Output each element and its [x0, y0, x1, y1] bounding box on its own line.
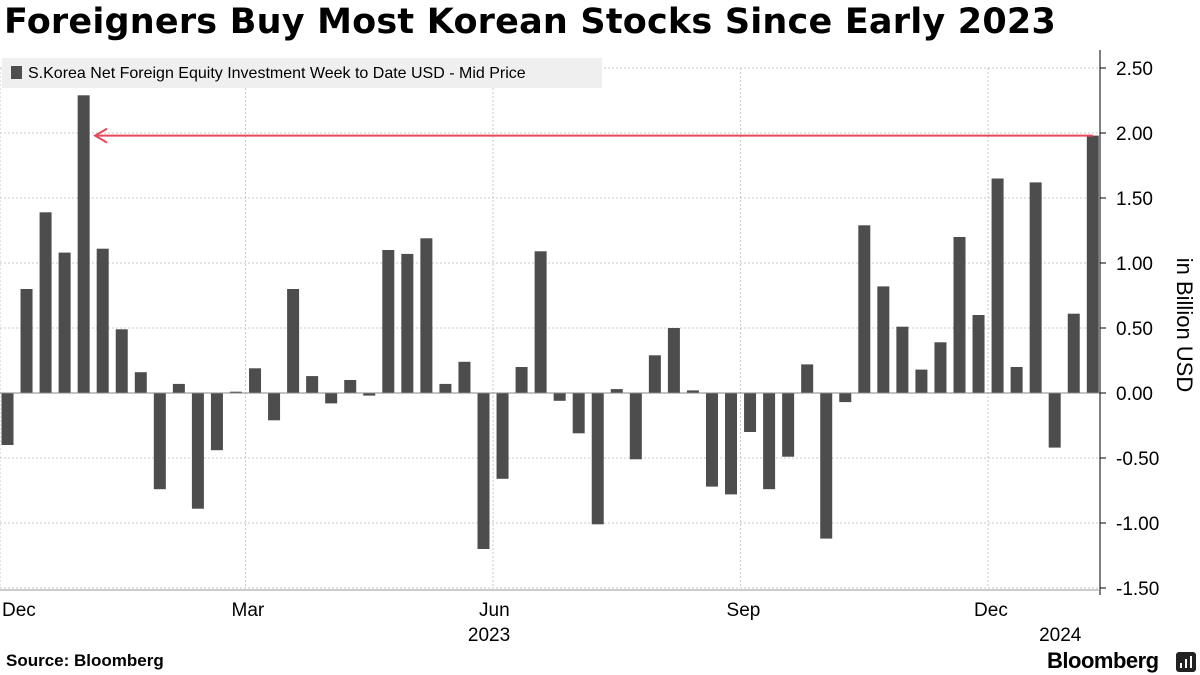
bar [725, 393, 738, 495]
bar [686, 390, 699, 393]
x-month-label: Dec [974, 600, 1008, 621]
bar [439, 383, 452, 393]
y-tick-label: -1.50 [1116, 579, 1159, 600]
bar [648, 355, 661, 393]
bar [801, 364, 814, 393]
legend-swatch [11, 66, 22, 79]
bar [153, 393, 166, 490]
source-note: Source: Bloomberg [6, 651, 164, 670]
y-axis-label: in Billion USD [1172, 258, 1197, 393]
bar [934, 342, 947, 393]
bar [1067, 313, 1080, 393]
bar [515, 367, 528, 393]
x-month-label: Jun [479, 600, 510, 621]
bar [39, 212, 52, 393]
bar [896, 326, 909, 393]
bar [344, 380, 357, 393]
bar [172, 383, 185, 393]
bar [1, 393, 14, 445]
bar [325, 393, 338, 404]
bar [858, 225, 871, 393]
bar [782, 393, 795, 457]
bar [306, 376, 319, 393]
bar [401, 253, 414, 393]
bar [477, 393, 490, 549]
x-month-label: Dec [2, 600, 36, 621]
bar [1086, 135, 1099, 393]
bar [763, 393, 776, 490]
y-tick-label: 0.50 [1116, 319, 1153, 340]
bar [610, 389, 623, 393]
y-tick-label: 1.00 [1116, 254, 1153, 275]
bar [915, 369, 928, 393]
y-tick-label: 0.00 [1116, 384, 1153, 405]
y-tick-label: 2.50 [1116, 59, 1153, 80]
bar [382, 250, 395, 393]
legend-label: S.Korea Net Foreign Equity Investment We… [28, 65, 526, 82]
bar [249, 368, 262, 393]
x-year-label: 2024 [1039, 625, 1082, 646]
bar [839, 393, 852, 403]
bloomberg-chart-icon [1176, 652, 1196, 672]
bar [58, 252, 71, 393]
y-tick-label: -0.50 [1116, 449, 1159, 470]
bar [534, 251, 547, 393]
chart-title: Foreigners Buy Most Korean Stocks Since … [4, 2, 1057, 42]
bar [77, 95, 90, 394]
bar [953, 237, 966, 393]
bar [229, 391, 242, 393]
x-month-label: Sep [727, 600, 761, 621]
x-year-label: 2023 [468, 625, 510, 646]
bar [134, 372, 147, 393]
x-month-label: Mar [232, 600, 265, 621]
y-tick-label: -1.00 [1116, 514, 1159, 535]
y-tick-label: 2.00 [1116, 124, 1153, 145]
bar [1010, 367, 1023, 393]
bar [210, 393, 223, 451]
bar [744, 393, 757, 432]
bar [877, 286, 890, 393]
bar [667, 328, 680, 393]
bar [1029, 182, 1042, 393]
bar [496, 393, 509, 479]
annotation-arrow-head [93, 127, 108, 144]
bar [705, 393, 718, 487]
bar [115, 329, 128, 393]
bloomberg-logo: Bloomberg [1047, 648, 1159, 673]
bar [363, 393, 376, 396]
bar [629, 393, 642, 460]
legend-background [2, 58, 602, 88]
bar [20, 289, 33, 393]
bar [991, 178, 1004, 393]
bar [972, 315, 985, 393]
bar [458, 361, 471, 393]
bar [591, 393, 604, 525]
y-tick-label: 1.50 [1116, 189, 1153, 210]
bar [96, 248, 109, 393]
bar [191, 393, 204, 509]
bar [1048, 393, 1061, 448]
bar [572, 393, 585, 434]
bar [820, 393, 833, 539]
bar [287, 289, 300, 393]
bar [268, 393, 281, 421]
bar [553, 393, 566, 401]
bar [420, 238, 433, 393]
